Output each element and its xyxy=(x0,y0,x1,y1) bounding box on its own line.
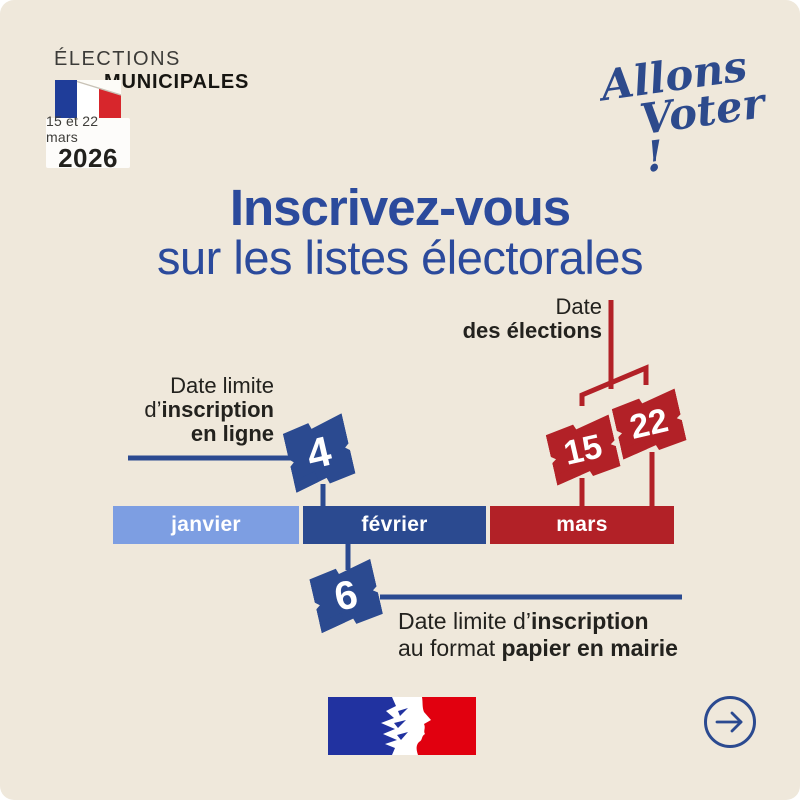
marker-day-22-second-round: 22 xyxy=(610,387,688,460)
label-election-dates-l2: des élections xyxy=(462,318,602,343)
arrow-right-icon xyxy=(715,711,743,733)
elections-eyebrow-bold: MUNICIPALES xyxy=(104,71,250,93)
marker-day-4-value: 4 xyxy=(302,426,336,479)
french-flag-ballot-icon xyxy=(55,80,121,122)
label-paper-l1-bold: inscription xyxy=(530,608,649,634)
timeline-month-fevrier: février xyxy=(303,506,486,544)
marker-day-4-online-deadline: 4 xyxy=(281,412,357,494)
marker-day-22-value: 22 xyxy=(626,400,672,447)
election-dates-box: 15 et 22 mars 2026 xyxy=(46,113,130,172)
label-paper-l2-bold: papier en mairie xyxy=(501,635,678,661)
marker-day-15-first-round: 15 xyxy=(544,413,622,486)
label-paper-deadline: Date limite d’inscription au format papi… xyxy=(398,608,698,662)
elections-eyebrow: ÉLECTIONS xyxy=(54,48,181,70)
page-subtitle: sur les listes électorales xyxy=(157,231,643,284)
election-year: 2026 xyxy=(58,143,118,174)
label-paper-l1-plain: Date limite d’ xyxy=(398,608,531,634)
allons-voter-logo: Allons Voter ! xyxy=(598,41,774,183)
label-paper-l2-plain: au format xyxy=(398,635,502,661)
label-online-l3: en ligne xyxy=(190,421,274,446)
marianne-french-government-logo xyxy=(328,697,476,755)
next-page-button[interactable] xyxy=(704,696,756,748)
marker-day-15-value: 15 xyxy=(560,426,606,473)
page-title: Inscrivez-vous xyxy=(229,179,571,236)
marker-day-6-value: 6 xyxy=(330,571,362,620)
allons-voter-line2: Voter ! xyxy=(636,77,768,183)
label-online-l2-plain: d’ xyxy=(144,397,162,422)
label-online-l1: Date limite xyxy=(170,373,274,398)
label-election-dates: Date des élections xyxy=(400,295,602,343)
marker-day-6-paper-deadline: 6 xyxy=(308,558,385,635)
label-election-dates-l1: Date xyxy=(555,294,602,319)
label-online-l2-bold: inscription xyxy=(161,397,274,422)
election-dates-text: 15 et 22 mars xyxy=(46,113,99,146)
timeline-month-janvier: janvier xyxy=(113,506,299,544)
timeline-month-mars: mars xyxy=(490,506,674,544)
label-online-deadline: Date limite d’inscription en ligne xyxy=(56,374,274,446)
